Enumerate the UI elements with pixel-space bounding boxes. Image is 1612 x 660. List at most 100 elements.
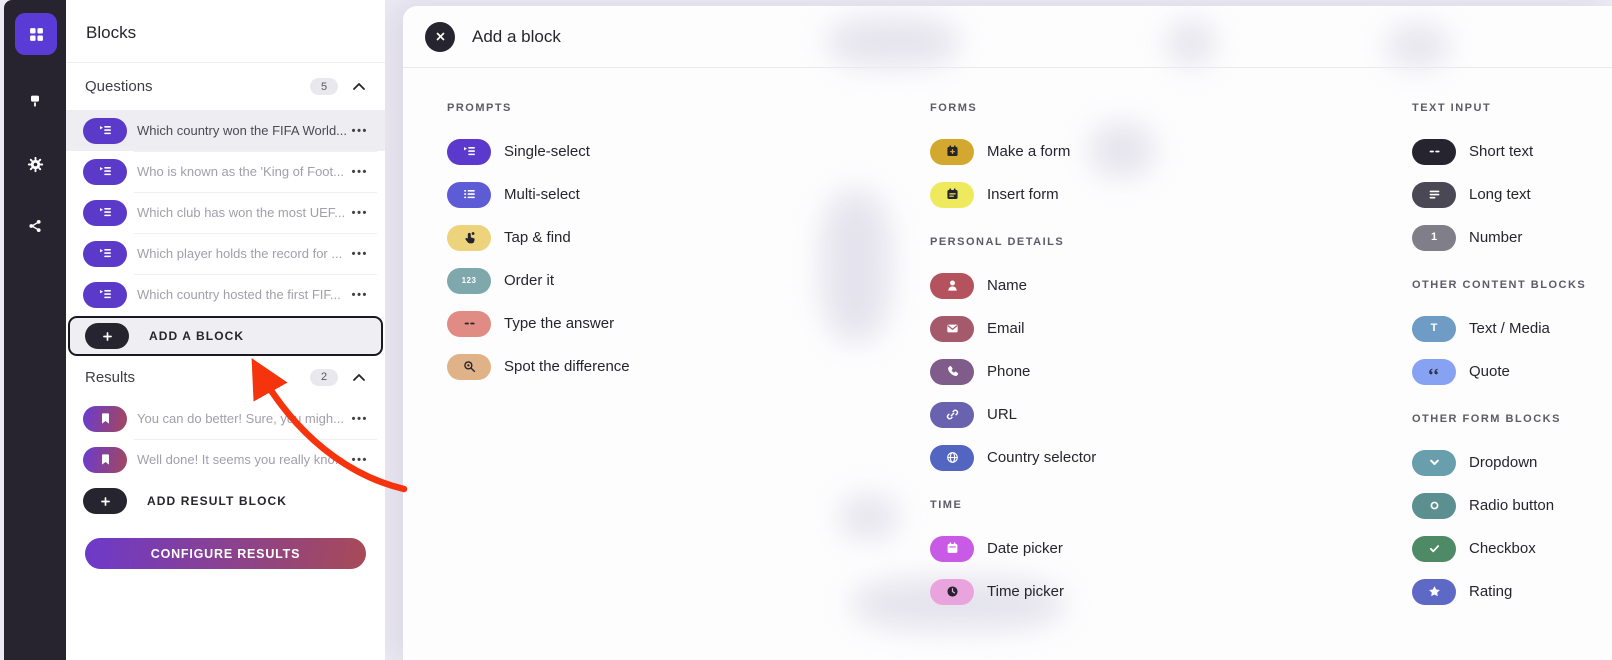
block-option-label: Single-select <box>504 143 590 160</box>
result-title: Well done! It seems you really kno... <box>137 452 346 467</box>
block-option-number[interactable]: 1 Number <box>1412 216 1586 259</box>
block-option-tap-find[interactable]: Tap & find <box>447 216 630 259</box>
block-option-label: Date picker <box>987 540 1063 557</box>
row-menu-icon[interactable]: ••• <box>351 453 368 466</box>
block-option-rating[interactable]: Rating <box>1412 570 1586 613</box>
result-row[interactable]: You can do better! Sure, you migh... ••• <box>66 398 385 439</box>
results-collapse-chevron-icon[interactable] <box>352 373 366 382</box>
sidebar-item-settings[interactable] <box>4 146 66 182</box>
bookmark-icon <box>83 446 127 473</box>
nav-rail <box>4 0 66 660</box>
block-option-label: Tap & find <box>504 229 571 246</box>
question-row[interactable]: Which country won the FIFA World... ••• <box>66 110 385 151</box>
block-option-quote[interactable]: Quote <box>1412 350 1586 393</box>
block-option-label: Country selector <box>987 449 1097 466</box>
blurred-background-shape <box>828 18 958 66</box>
sidebar-item-share[interactable] <box>4 208 66 244</box>
person-icon <box>930 272 974 299</box>
block-section-title: PERSONAL DETAILS <box>930 236 1065 248</box>
block-option-order-it[interactable]: 123 Order it <box>447 259 630 302</box>
add-block-modal: Add a block PROMPTS Single-select Multi-se… <box>403 6 1612 660</box>
single-select-icon <box>83 281 127 308</box>
radio-icon <box>1412 492 1456 519</box>
question-title: Which player holds the record for ... <box>137 246 343 261</box>
row-menu-icon[interactable]: ••• <box>351 247 368 260</box>
block-option-country-selector[interactable]: Country selector <box>930 436 1096 479</box>
block-option-date-picker[interactable]: Date picker <box>930 527 1096 570</box>
row-menu-icon[interactable]: ••• <box>351 124 368 137</box>
block-option-label: Multi-select <box>504 186 580 203</box>
blurred-background-shape <box>841 496 897 538</box>
block-option-single-select[interactable]: Single-select <box>447 130 630 173</box>
single-select-icon <box>83 117 127 144</box>
block-option-make-a-form[interactable]: Make a form <box>930 130 1096 173</box>
block-section-title: FORMS <box>930 102 978 114</box>
question-title: Which country hosted the first FIF... <box>137 287 341 302</box>
block-section: PROMPTS Single-select Multi-select Tap & fi… <box>447 102 630 388</box>
add-result-block-label: ADD RESULT BLOCK <box>147 494 288 508</box>
row-menu-icon[interactable]: ••• <box>351 288 368 301</box>
row-menu-icon[interactable]: ••• <box>351 206 368 219</box>
close-icon[interactable] <box>425 21 455 52</box>
question-title: Which country won the FIFA World... <box>137 123 346 138</box>
blurred-background-shape <box>1091 124 1153 176</box>
question-row[interactable]: Which club has won the most UEF... ••• <box>66 192 385 233</box>
block-section: OTHER FORM BLOCKS Dropdown Radio button Che… <box>1412 413 1586 613</box>
block-option-insert-form[interactable]: Insert form <box>930 173 1096 216</box>
block-option-label: Order it <box>504 272 555 289</box>
block-option-multi-select[interactable]: Multi-select <box>447 173 630 216</box>
plus-icon <box>85 323 129 349</box>
add-result-block-button[interactable]: ADD RESULT BLOCK <box>66 480 385 522</box>
block-option-type-the-answer[interactable]: Type the answer <box>447 302 630 345</box>
block-option-long-text[interactable]: Long text <box>1412 173 1586 216</box>
dashes-icon <box>1412 138 1456 165</box>
order-icon: 123 <box>447 267 491 294</box>
question-row[interactable]: Which player holds the record for ... ••• <box>66 233 385 274</box>
block-section: TEXT INPUT Short text Long text 1 Number <box>1412 102 1586 259</box>
link-icon <box>930 401 974 428</box>
chevron-down-icon <box>1412 449 1456 476</box>
block-section: OTHER CONTENT BLOCKS T Text / Media Quote <box>1412 279 1586 393</box>
block-option-email[interactable]: Email <box>930 307 1096 350</box>
multi-select-icon <box>447 181 491 208</box>
block-section-title: PROMPTS <box>447 102 512 114</box>
block-option-radio-button[interactable]: Radio button <box>1412 484 1586 527</box>
quote-icon <box>1412 358 1456 385</box>
block-option-short-text[interactable]: Short text <box>1412 130 1586 173</box>
sidebar-item-design[interactable] <box>4 83 66 119</box>
single-select-icon <box>83 240 127 267</box>
result-row[interactable]: Well done! It seems you really kno... ••• <box>66 439 385 480</box>
plus-icon <box>83 488 127 514</box>
results-label: Results <box>85 368 136 386</box>
block-option-dropdown[interactable]: Dropdown <box>1412 441 1586 484</box>
configure-results-button[interactable]: CONFIGURE RESULTS <box>85 538 366 569</box>
questions-collapse-chevron-icon[interactable] <box>352 82 366 91</box>
block-option-text-media[interactable]: T Text / Media <box>1412 307 1586 350</box>
block-option-label: Text / Media <box>1469 320 1550 337</box>
block-option-label: Long text <box>1469 186 1531 203</box>
blurred-background-shape <box>1168 22 1214 64</box>
add-a-block-button[interactable]: ADD A BLOCK <box>68 316 383 356</box>
block-option-time-picker[interactable]: Time picker <box>930 570 1096 613</box>
block-option-checkbox[interactable]: Checkbox <box>1412 527 1586 570</box>
grid-icon <box>27 25 46 44</box>
question-title: Who is known as the 'King of Foot... <box>137 164 344 179</box>
block-option-label: Phone <box>987 363 1031 380</box>
magnifier-icon <box>447 353 491 380</box>
block-option-phone[interactable]: Phone <box>930 350 1096 393</box>
block-option-spot-the-difference[interactable]: Spot the difference <box>447 345 630 388</box>
sidebar-item-blocks[interactable] <box>15 13 57 55</box>
block-option-label: Type the answer <box>504 315 615 332</box>
number-icon: 1 <box>1412 224 1456 251</box>
block-option-url[interactable]: URL <box>930 393 1096 436</box>
row-menu-icon[interactable]: ••• <box>351 412 368 425</box>
question-row[interactable]: Who is known as the 'King of Foot... ••• <box>66 151 385 192</box>
question-row[interactable]: Which country hosted the first FIF... ••• <box>66 274 385 315</box>
row-menu-icon[interactable]: ••• <box>351 165 368 178</box>
block-option-label: Time picker <box>987 583 1064 600</box>
block-section-title: TEXT INPUT <box>1412 102 1492 114</box>
questions-section-header: Questions 5 <box>66 63 385 110</box>
block-option-label: Short text <box>1469 143 1534 160</box>
text-icon: T <box>1412 315 1456 342</box>
block-option-name[interactable]: Name <box>930 264 1096 307</box>
